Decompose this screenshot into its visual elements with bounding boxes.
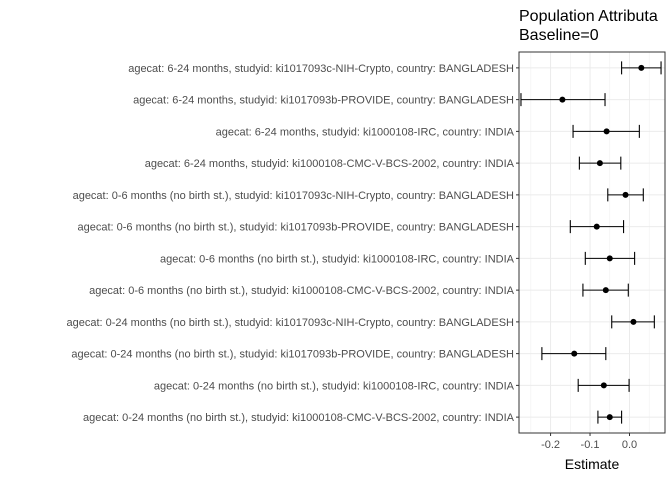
x-axis-title: Estimate [565, 456, 620, 472]
estimate-row-9 [541, 347, 607, 361]
chart-title-line-2: Baseline=0 [519, 27, 599, 44]
row-label-6: agecat: 0-6 months (no birth st.), study… [160, 253, 515, 265]
estimate-point-1 [559, 96, 566, 103]
estimate-row-8 [611, 315, 655, 329]
estimate-row-7 [582, 283, 629, 297]
estimate-row-10 [577, 378, 630, 392]
panel-border [518, 51, 666, 434]
estimate-point-4 [622, 191, 629, 198]
x-tick-label-0: -0.2 [541, 439, 560, 451]
row-label-0: agecat: 6-24 months, studyid: ki1017093c… [128, 63, 514, 75]
x-tick-label-2: 0.0 [622, 439, 637, 451]
estimate-point-3 [596, 160, 603, 167]
estimate-point-9 [571, 350, 578, 357]
estimate-point-8 [630, 318, 637, 325]
estimate-point-5 [593, 223, 600, 230]
x-tick-label-1: -0.1 [581, 439, 600, 451]
estimate-row-5 [569, 220, 625, 234]
estimate-point-10 [600, 382, 607, 389]
row-label-10: agecat: 0-24 months (no birth st.), stud… [154, 380, 515, 392]
estimate-row-4 [607, 188, 644, 202]
estimate-point-0 [638, 64, 645, 71]
estimate-row-6 [584, 251, 636, 265]
row-label-3: agecat: 6-24 months, studyid: ki1000108-… [145, 158, 515, 170]
row-label-1: agecat: 6-24 months, studyid: ki1017093b… [133, 95, 514, 107]
row-label-9: agecat: 0-24 months (no birth st.), stud… [71, 349, 514, 361]
row-label-7: agecat: 0-6 months (no birth st.), study… [89, 285, 515, 297]
estimate-row-2 [572, 124, 640, 138]
estimate-point-11 [606, 414, 613, 421]
estimate-row-11 [597, 410, 623, 424]
row-label-2: agecat: 6-24 months, studyid: ki1000108-… [216, 126, 515, 138]
x-axis: -0.2 -0.1 0.0 [541, 433, 637, 451]
estimate-row-1 [520, 93, 606, 107]
row-label-5: agecat: 0-6 months (no birth st.), study… [77, 222, 514, 234]
chart-title: Population Attributa Baseline=0 [519, 8, 658, 44]
row-labels: agecat: 6-24 months, studyid: ki1017093c… [66, 63, 519, 424]
row-label-11: agecat: 0-24 months (no birth st.), stud… [83, 412, 515, 424]
estimate-row-3 [578, 156, 622, 170]
estimate-point-7 [602, 287, 609, 294]
estimate-marks [520, 61, 662, 424]
row-label-4: agecat: 0-6 months (no birth st.), study… [73, 190, 514, 202]
chart-title-line-1: Population Attributa [519, 8, 658, 25]
estimate-point-2 [603, 128, 610, 135]
estimate-row-0 [621, 61, 662, 75]
row-label-8: agecat: 0-24 months (no birth st.), stud… [66, 317, 514, 329]
estimate-point-6 [606, 255, 613, 262]
